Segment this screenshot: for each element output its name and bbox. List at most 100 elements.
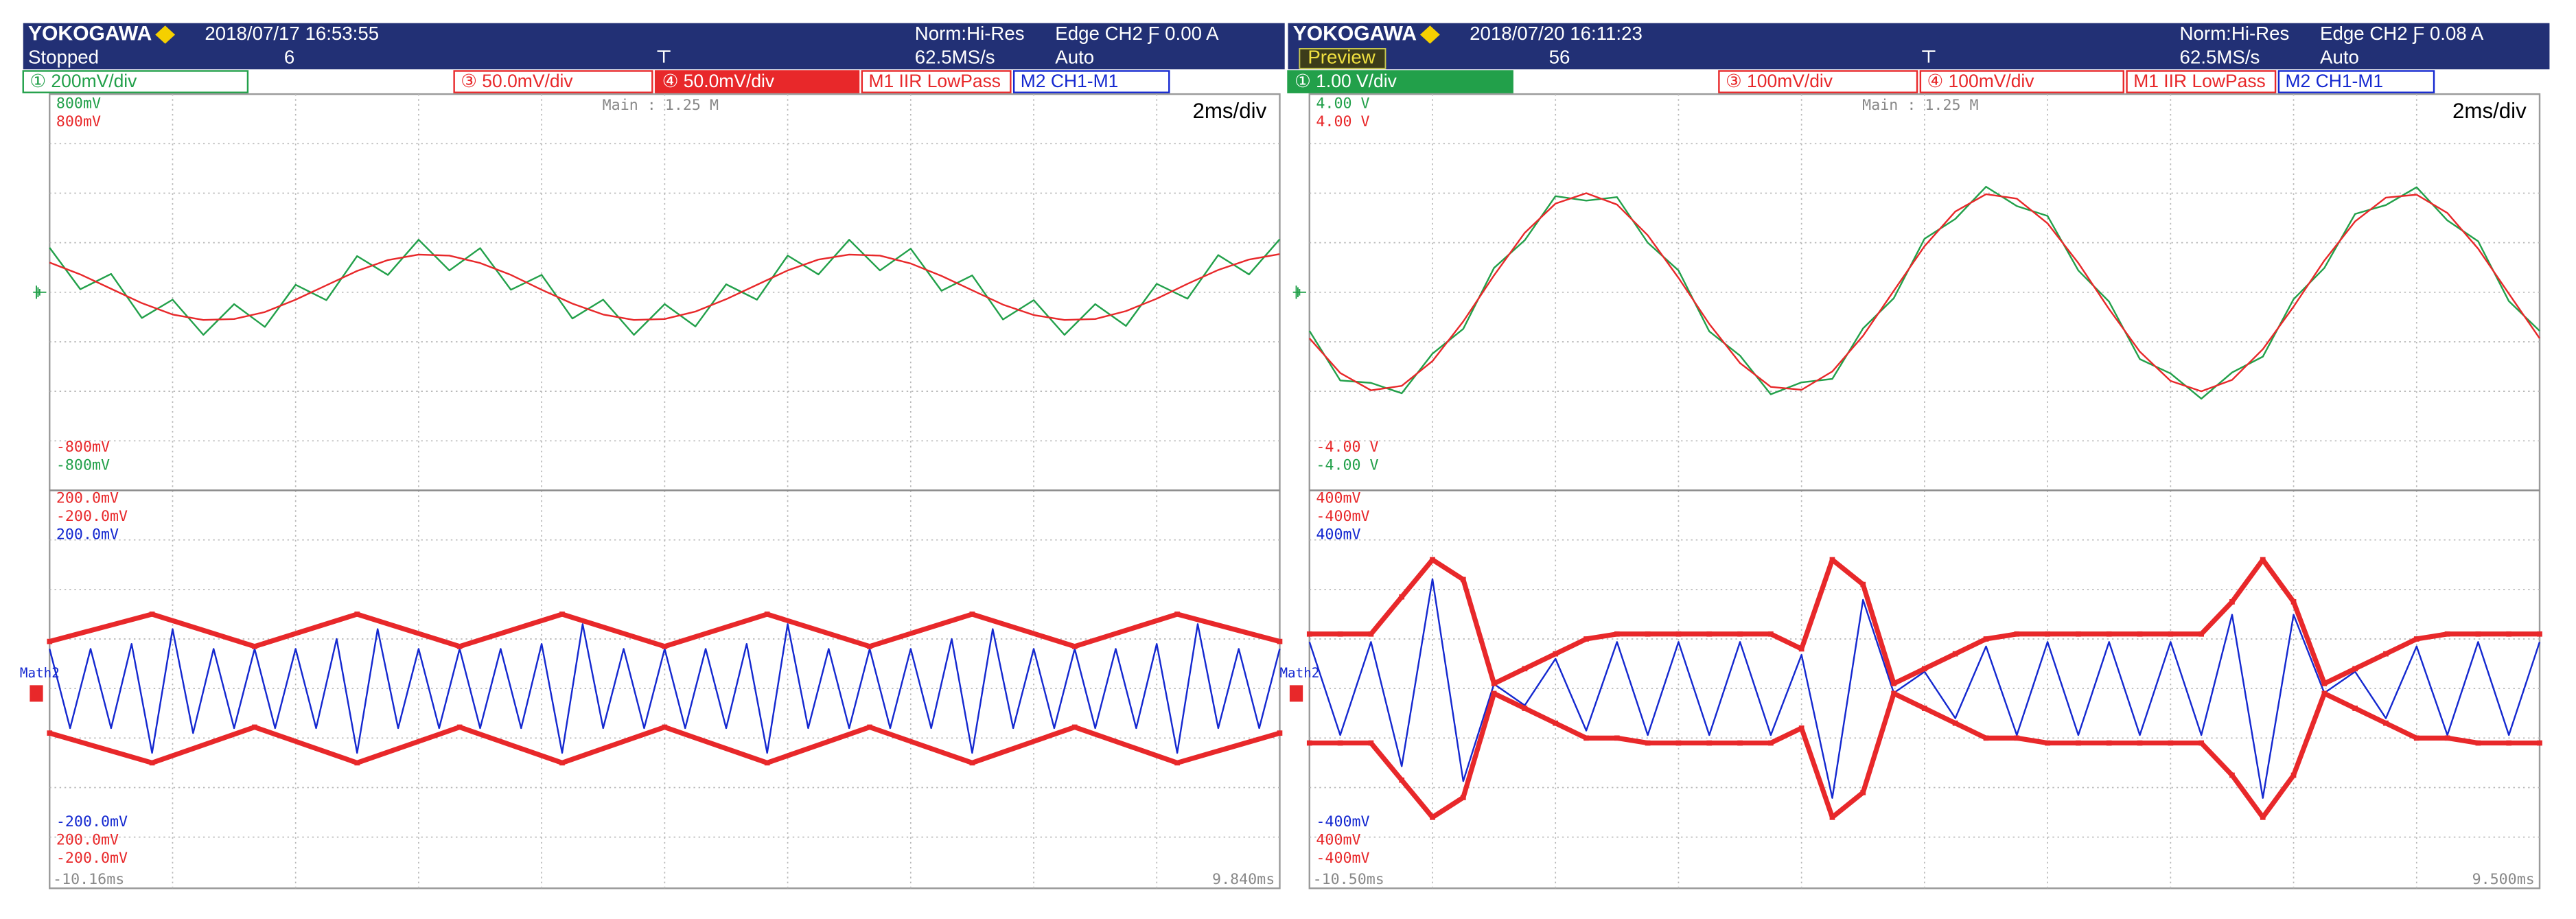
waveform-dot	[1952, 651, 1958, 657]
waveform-dot	[1737, 740, 1743, 746]
scale-label: -200.0mV	[56, 850, 128, 867]
channel-label: M1 IIR LowPass	[868, 71, 1001, 91]
zoom-label: Main : 1.25 M	[603, 97, 719, 114]
waveform-dot	[559, 760, 565, 766]
waveform-dot	[1983, 636, 1989, 642]
scale-label: -800mV	[56, 439, 110, 456]
channel-box	[861, 70, 1012, 93]
waveform-dot	[1174, 760, 1180, 766]
waveform-dot	[1399, 777, 1405, 783]
status-box	[1299, 48, 1386, 69]
acq-count: 56	[1549, 47, 1570, 68]
waveform-dot	[2229, 772, 2235, 778]
waveform-dot	[2076, 740, 2081, 746]
waveform-dot	[1860, 581, 1866, 588]
waveform-dot	[764, 612, 770, 617]
datetime: 2018/07/17 16:53:55	[205, 23, 379, 44]
channel-box	[2126, 70, 2277, 93]
waveform-dot	[1337, 631, 1343, 637]
waveform-dot	[1460, 795, 1466, 800]
waveform-dot	[1368, 631, 1374, 637]
waveform-dot	[1071, 643, 1078, 649]
waveform-dot	[1553, 720, 1559, 726]
waveform-dot	[1829, 814, 1835, 820]
scope-panel: YOKOGAWA 2018/07/17 16:53:55 Stopped 6 Norm:…	[20, 22, 1285, 889]
channel-label: ④ 50.0mV/div	[662, 71, 775, 91]
waveform-dot	[1798, 725, 1805, 731]
scale-label: 800mV	[56, 95, 101, 113]
waveform-dot	[2352, 666, 2358, 672]
waveform-dot	[1706, 740, 1713, 746]
waveform-dot	[867, 643, 872, 649]
waveform-dot	[149, 760, 155, 766]
waveform-dot	[1645, 740, 1651, 746]
channel-box	[1287, 70, 1513, 93]
waveform-dot	[1706, 631, 1713, 637]
waveform-dot	[1306, 631, 1312, 637]
time-end: 9.500ms	[2472, 871, 2535, 888]
scale-label: 800mV	[56, 113, 101, 130]
waveform-dot	[1522, 666, 1528, 672]
waveform-dot	[1768, 631, 1774, 637]
waveform-dot	[2537, 740, 2542, 746]
waveform-dot	[1306, 740, 1312, 746]
waveform-dot	[2106, 631, 2112, 637]
waveform	[1308, 192, 2540, 393]
waveform-dot	[1768, 740, 1774, 746]
scope-panel: YOKOGAWA 2018/07/20 16:11:23 Preview 56 Norm…	[1279, 22, 2550, 889]
waveform-dot	[1798, 646, 1805, 652]
time-end: 9.840ms	[1212, 871, 1275, 888]
waveform-dot	[1522, 706, 1528, 711]
timebase: 2ms/div	[2452, 99, 2527, 123]
scale-label: -400mV	[1316, 850, 1369, 867]
waveform-dot	[1583, 735, 1589, 741]
channel-box	[1718, 70, 1918, 93]
trigger-mode: Auto	[2320, 47, 2359, 68]
sample-rate: 62.5MS/s	[915, 47, 995, 68]
channel-label: ③ 50.0mV/div	[461, 71, 573, 91]
brand: YOKOGAWA	[1293, 22, 1417, 45]
waveform-dot	[867, 724, 872, 730]
waveform-dot	[1491, 690, 1497, 697]
waveform-dot	[1430, 814, 1435, 820]
waveform-dot	[2383, 720, 2389, 726]
waveform-dot	[662, 724, 668, 730]
channel-box	[1012, 70, 1170, 93]
math-marker: Math2	[1279, 665, 1319, 681]
waveform-dot	[2475, 631, 2481, 637]
waveform-dot	[1430, 557, 1435, 563]
waveform-dot	[662, 643, 668, 649]
waveform-dot	[2444, 631, 2450, 637]
waveform-dot	[2321, 690, 2328, 697]
channel-box	[1919, 70, 2124, 93]
waveform-dot	[2260, 557, 2266, 563]
waveform-dot	[2045, 631, 2050, 637]
scale-label: 200.0mV	[56, 526, 119, 543]
waveform-dot	[2537, 631, 2542, 637]
waveform-dot	[1891, 681, 1896, 686]
waveform-dot	[1891, 690, 1896, 697]
waveform-dot	[1922, 706, 1927, 711]
waveform-dot	[149, 612, 155, 617]
waveform-dot	[1675, 740, 1682, 746]
waveform-dot	[2506, 631, 2512, 637]
status: Stopped	[28, 47, 99, 68]
math-ground	[1289, 685, 1303, 702]
waveform-dot	[47, 730, 53, 736]
waveform-dot	[2321, 681, 2328, 686]
waveform-dot	[1583, 636, 1589, 642]
waveform-dot	[2198, 631, 2204, 637]
scale-label: 4.00 V	[1316, 95, 1369, 113]
header-bar	[23, 23, 1285, 70]
channel-label: M1 IIR LowPass	[2133, 71, 2266, 91]
waveform-dot	[764, 760, 770, 766]
channel-label: M2 CH1-M1	[2286, 71, 2384, 91]
waveform-dot	[2106, 740, 2112, 746]
waveform-dot	[1174, 612, 1180, 617]
channel-box	[2277, 70, 2435, 93]
waveform-dot	[2137, 631, 2143, 637]
waveform-dot	[2168, 740, 2174, 746]
scale-label: 400mV	[1316, 490, 1360, 507]
scale-label: 400mV	[1316, 526, 1360, 543]
waveform-dot	[1737, 631, 1743, 637]
